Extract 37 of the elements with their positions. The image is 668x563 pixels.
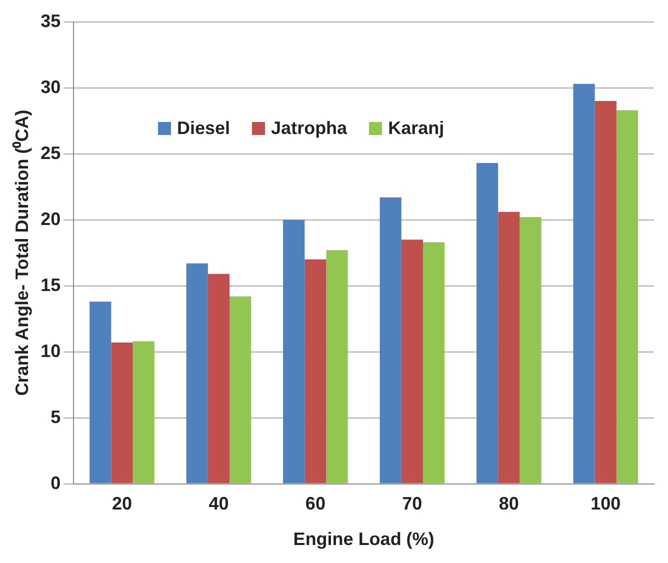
legend-label: Diesel [177, 118, 230, 139]
y-tick-label: 20 [40, 208, 61, 229]
bar [326, 250, 348, 484]
x-axis-title: Engine Load (%) [293, 529, 434, 550]
x-tick-label: 80 [498, 494, 519, 514]
bar [573, 84, 595, 484]
y-tick-label: 35 [40, 10, 61, 31]
x-tick-label: 70 [402, 494, 422, 514]
bar [230, 296, 252, 484]
x-tick-label: 60 [305, 494, 326, 514]
bar [132, 341, 154, 484]
bar [498, 212, 520, 484]
y-tick-label: 5 [50, 406, 61, 427]
bar [111, 342, 133, 484]
bar [208, 274, 230, 484]
bar [283, 220, 305, 484]
y-tick-label: 15 [40, 274, 61, 295]
bar [616, 110, 638, 484]
y-axis-title: Crank Angle- Total Duration (⁰CA) [12, 110, 32, 396]
legend-label: Karanj [388, 118, 444, 139]
x-tick-label: 40 [208, 494, 229, 514]
bar [90, 302, 112, 484]
y-tick-label: 25 [40, 142, 61, 163]
y-tick-label: 30 [40, 76, 61, 97]
bar [380, 197, 402, 484]
y-tick-label: 0 [50, 472, 61, 493]
bar [594, 101, 616, 484]
bar [520, 217, 542, 484]
bar [186, 263, 208, 484]
bar [401, 240, 423, 484]
x-tick-label: 20 [112, 494, 132, 514]
x-tick-label: 100 [590, 494, 621, 514]
y-tick-label: 10 [40, 340, 61, 361]
bar [304, 259, 326, 484]
bar [476, 163, 498, 484]
legend-label: Jatropha [271, 118, 348, 139]
bar [422, 242, 445, 484]
